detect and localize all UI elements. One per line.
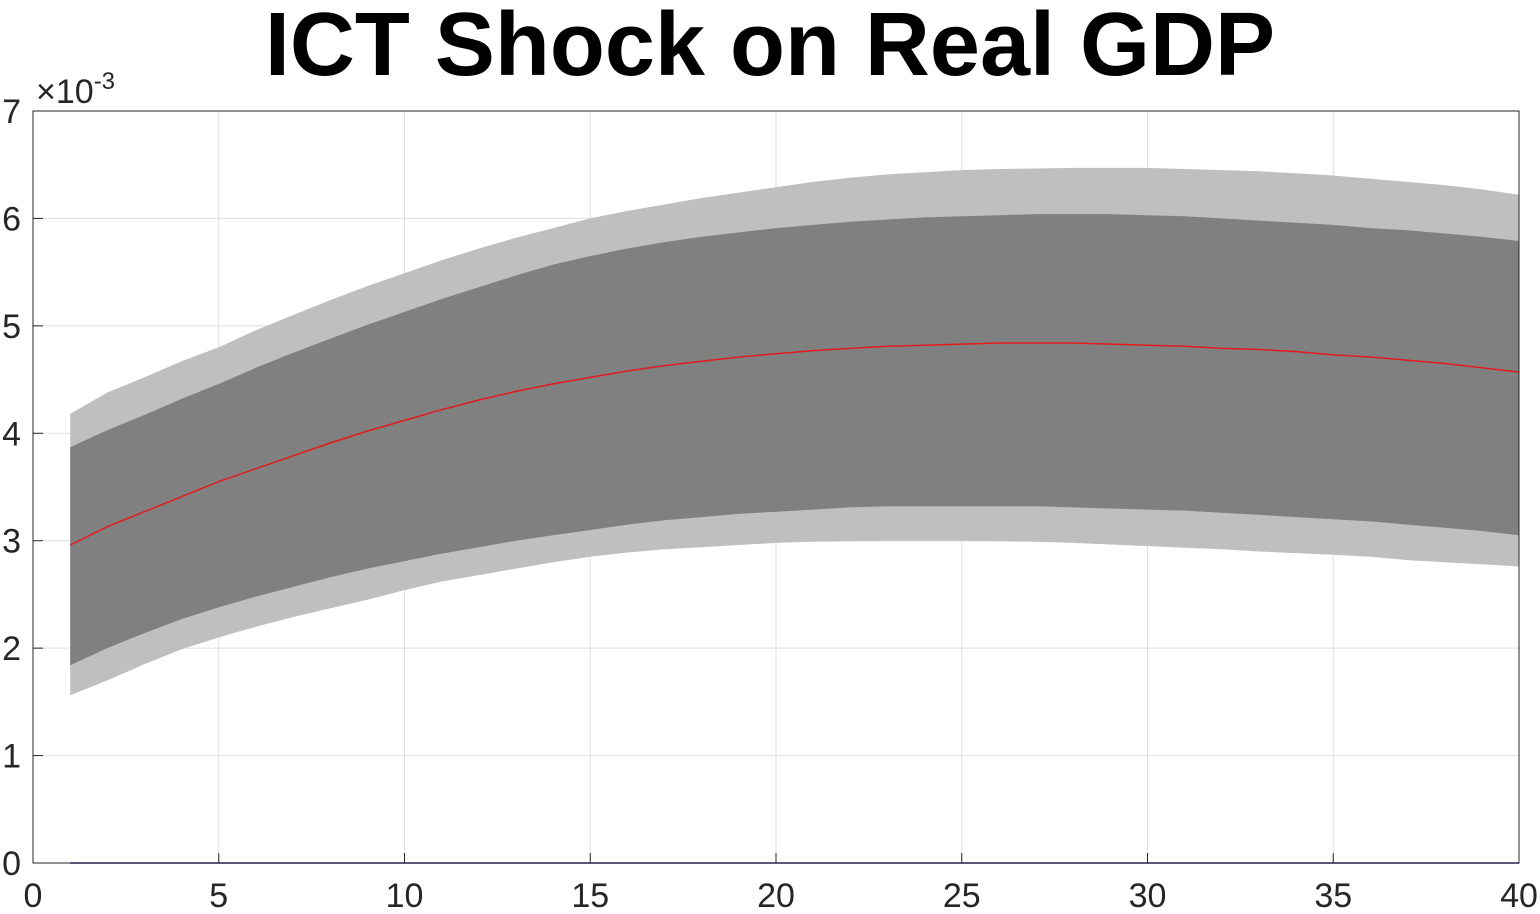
x-tick-label: 35 — [1314, 877, 1352, 914]
chart-title: ICT Shock on Real GDP — [264, 0, 1276, 95]
y-tick-label: 4 — [2, 415, 21, 453]
y-exponent-base: ×10 — [36, 73, 94, 111]
y-tick-label: 0 — [2, 845, 21, 883]
x-tick-label: 30 — [1129, 877, 1167, 914]
x-tick-label: 5 — [209, 877, 228, 914]
y-exponent-label: ×10-3 — [36, 68, 115, 111]
x-tick-labels: 0 5 10 15 20 25 30 35 40 — [24, 877, 1538, 914]
y-tick-label: 1 — [2, 738, 21, 776]
x-tick-label: 15 — [571, 877, 609, 914]
axes-box — [32, 110, 1520, 864]
confidence-bands — [70, 167, 1520, 696]
y-tick-label: 7 — [2, 93, 21, 131]
x-tick-label: 40 — [1500, 877, 1538, 914]
x-tick-label: 20 — [757, 877, 795, 914]
y-tick-labels: 0 1 2 3 4 5 6 7 — [2, 93, 21, 883]
y-exponent-power: -3 — [94, 68, 115, 95]
x-tick-label: 0 — [24, 877, 43, 914]
x-tick-label: 10 — [386, 877, 424, 914]
x-tick-label: 25 — [943, 877, 981, 914]
y-tick-label: 3 — [2, 523, 21, 561]
y-tick-label: 6 — [2, 200, 21, 238]
inner-band — [70, 214, 1520, 666]
y-tick-label: 5 — [2, 308, 21, 346]
y-tick-label: 2 — [2, 630, 21, 668]
median-line — [69, 342, 1520, 546]
